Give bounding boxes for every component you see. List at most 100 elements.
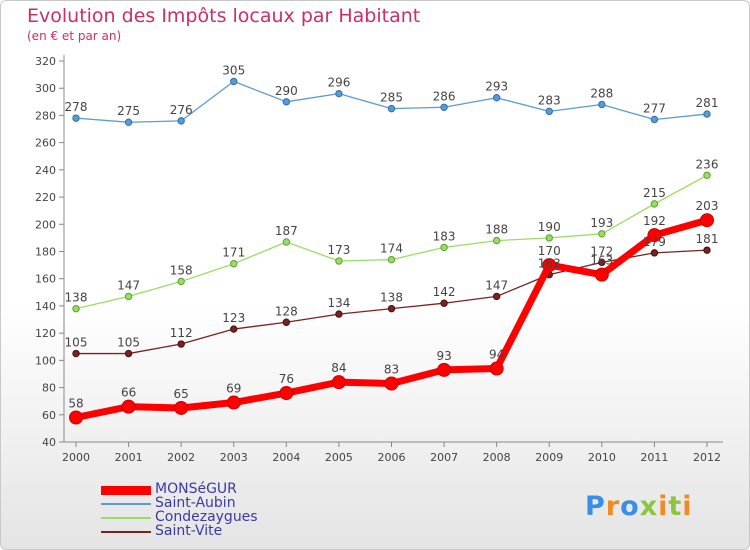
data-point: [282, 98, 291, 106]
data-point: [230, 325, 238, 333]
y-tick-label: 220: [35, 191, 56, 204]
data-label: 76: [279, 372, 294, 386]
data-point: [545, 234, 553, 242]
data-point: [440, 243, 448, 252]
data-label: 215: [643, 186, 666, 200]
data-point: [174, 400, 189, 415]
data-label: 288: [590, 87, 613, 101]
data-point: [230, 77, 238, 86]
brand-letter: i: [658, 491, 669, 522]
y-tick-label: 160: [35, 273, 56, 286]
data-point: [598, 100, 606, 109]
data-point: [700, 213, 714, 228]
data-label: 163: [590, 254, 613, 268]
data-label: 69: [226, 382, 241, 396]
data-label: 173: [327, 243, 350, 257]
data-point: [124, 292, 133, 301]
y-tick-label: 280: [35, 109, 56, 122]
data-point: [703, 246, 711, 254]
legend-swatch-saint-aubin: [101, 503, 151, 505]
legend-label-saint-vite: Saint-Vite: [155, 523, 223, 539]
data-label: 93: [436, 349, 451, 363]
data-label: 275: [117, 104, 140, 118]
data-label: 84: [331, 361, 346, 375]
data-point: [542, 258, 557, 273]
data-point: [121, 399, 136, 414]
data-label: 179: [643, 235, 666, 249]
data-label: 276: [170, 103, 193, 117]
data-point: [492, 94, 501, 102]
data-label: 193: [590, 216, 613, 230]
x-tick-label: 2004: [272, 451, 300, 464]
data-label: 188: [485, 223, 508, 237]
data-label: 94: [489, 348, 504, 362]
data-label: 190: [538, 220, 561, 234]
brand-letter: i: [682, 491, 693, 522]
x-tick-label: 2003: [220, 451, 248, 464]
data-label: 105: [117, 336, 140, 350]
data-point: [335, 89, 343, 98]
y-tick-label: 120: [35, 327, 56, 340]
y-tick-label: 60: [42, 409, 56, 422]
data-label: 66: [121, 386, 136, 400]
brand-letter: o: [620, 491, 640, 522]
data-label: 285: [380, 91, 403, 105]
x-tick-label: 2010: [588, 451, 616, 464]
data-label: 134: [327, 296, 350, 310]
data-point: [335, 310, 343, 318]
data-label: 170: [538, 244, 561, 258]
data-label: 293: [485, 80, 508, 94]
data-point: [703, 110, 711, 118]
data-point: [650, 249, 659, 257]
data-label: 290: [275, 84, 298, 98]
data-point: [384, 376, 399, 391]
data-label: 83: [384, 362, 399, 376]
data-point: [440, 103, 448, 111]
data-label: 181: [696, 232, 719, 246]
data-label: 286: [433, 89, 456, 103]
data-label: 58: [68, 397, 83, 411]
data-point: [598, 258, 606, 267]
data-label: 203: [696, 199, 719, 213]
data-label: 187: [275, 224, 298, 238]
y-tick-label: 200: [35, 218, 56, 231]
data-point: [594, 267, 609, 282]
y-tick-label: 180: [35, 246, 56, 259]
legend-swatch-condezaygues: [101, 517, 151, 519]
brand-letter: t: [668, 491, 683, 522]
data-point: [331, 375, 346, 390]
data-point: [437, 362, 452, 377]
data-point: [124, 118, 133, 126]
data-point: [440, 299, 448, 307]
data-point: [124, 349, 133, 358]
data-label: 163: [538, 257, 561, 271]
x-tick-label: 2002: [167, 451, 195, 464]
data-label: 192: [643, 214, 666, 228]
data-point: [279, 386, 294, 401]
data-point: [489, 361, 504, 376]
x-tick-label: 2001: [115, 451, 143, 464]
data-point: [598, 230, 606, 238]
data-point: [545, 107, 553, 116]
data-point: [703, 171, 711, 180]
data-point: [650, 115, 659, 124]
chart-title: Evolution des Impôts locaux par Habitant: [27, 5, 421, 27]
legend-swatch-monsegur: [101, 486, 151, 495]
x-tick-label: 2012: [693, 451, 721, 464]
data-point: [177, 117, 185, 125]
data-label: 236: [696, 157, 719, 171]
chart-subtitle: (en € et par an): [27, 29, 122, 43]
y-tick-label: 100: [35, 354, 56, 367]
y-tick-label: 240: [35, 164, 56, 177]
data-label: 171: [222, 246, 245, 260]
data-label: 128: [275, 304, 298, 318]
brand-letter: P: [585, 491, 606, 522]
brand-letter: x: [639, 491, 659, 522]
data-point: [282, 318, 291, 326]
data-label: 277: [643, 102, 666, 116]
data-point: [72, 349, 80, 358]
legend-label-condezaygues: Condezaygues: [155, 509, 258, 525]
x-tick-label: 2006: [378, 451, 406, 464]
data-point: [69, 410, 83, 425]
data-point: [387, 255, 396, 264]
